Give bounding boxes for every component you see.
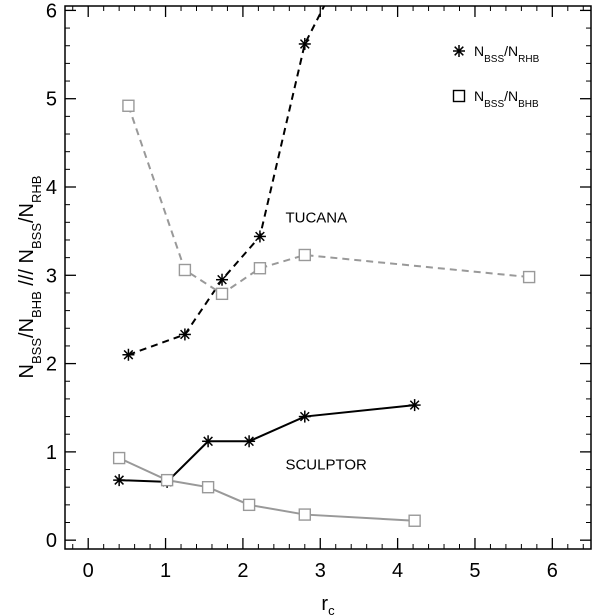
series-line-tucana-square — [127, 105, 530, 296]
data-point-square — [408, 514, 421, 527]
subscript: RHB — [29, 176, 44, 203]
data-point-asterisk — [243, 435, 256, 448]
y-tick-label: 0 — [46, 530, 57, 552]
legend-label: NBSS/NBHB — [474, 88, 539, 110]
x-tick-label: 6 — [547, 560, 558, 582]
x-tick-label: 5 — [469, 560, 480, 582]
y-tick-label: 5 — [46, 89, 57, 111]
label-text: N — [474, 88, 484, 104]
label-text: N — [474, 43, 484, 59]
y-tick-label: 2 — [46, 354, 57, 376]
x-tick-label: 1 — [160, 560, 171, 582]
data-point-asterisk — [202, 435, 215, 448]
x-axis-label-sub: c — [328, 603, 335, 616]
subscript: BSS — [29, 223, 44, 249]
annotations: TUCANA SCULPTOR — [285, 209, 367, 473]
label-text: /N — [504, 88, 518, 104]
series-line-sculptor-square — [118, 457, 415, 522]
data-point-square — [298, 248, 311, 262]
data-point-square — [160, 473, 174, 487]
plot-frame — [64, 5, 592, 550]
data-point-asterisk — [122, 348, 135, 361]
data-point-square — [522, 270, 536, 284]
label-text: N — [16, 364, 38, 378]
series-line-sculptor-asterisk — [119, 404, 415, 483]
series-markers — [112, 37, 536, 527]
data-point-square — [201, 480, 215, 494]
subscript: BSS — [484, 54, 504, 65]
data-point-asterisk — [298, 37, 311, 50]
x-axis-label-main: r — [321, 593, 328, 615]
subscript: BHB — [518, 99, 539, 110]
x-tick-label: 2 — [237, 560, 248, 582]
subscript: BHB — [29, 291, 44, 318]
series-line-tucana-asterisk — [128, 6, 326, 356]
y-tick-label: 6 — [46, 0, 57, 22]
data-point-asterisk — [216, 273, 229, 286]
x-axis-label: rc — [321, 593, 335, 616]
axis-ticks — [65, 6, 591, 549]
data-point-square — [242, 498, 256, 512]
data-point-asterisk — [253, 230, 266, 243]
label-text: /N — [16, 203, 38, 223]
data-point-asterisk — [298, 410, 311, 423]
y-axis-label: NBSS/NBHB /// NBSS/NRHB — [16, 176, 44, 379]
data-point-square — [122, 99, 135, 112]
x-tick-label: 0 — [83, 560, 94, 582]
subscript: BSS — [484, 99, 504, 110]
data-point-asterisk — [113, 474, 126, 487]
subscript: BSS — [29, 338, 44, 364]
data-point-square — [298, 508, 311, 521]
annotation-sculptor: SCULPTOR — [285, 457, 367, 474]
legend-marker-asterisk — [453, 45, 465, 57]
y-tick-label: 4 — [46, 177, 57, 199]
data-point-asterisk — [408, 399, 421, 412]
legend-marker-square — [452, 89, 466, 103]
data-point-square — [112, 451, 126, 465]
label-text: N — [16, 249, 38, 263]
legend-label: NBSS/NRHB — [474, 43, 540, 65]
label-text: /N — [504, 43, 518, 59]
label-text: /N — [16, 318, 38, 338]
y-tick-label: 1 — [46, 442, 57, 464]
x-tick-label: 4 — [392, 560, 403, 582]
series-lines — [118, 6, 530, 522]
data-point-square — [253, 262, 267, 275]
label-text: /// — [16, 263, 38, 291]
x-tick-label: 3 — [315, 560, 326, 582]
data-point-square — [215, 287, 229, 301]
y-tick-label: 3 — [46, 265, 57, 287]
axis-tick-labels: 0 1 2 3 4 5 6 0 1 2 3 4 5 6 — [46, 0, 558, 582]
data-point-asterisk — [178, 328, 191, 341]
data-point-square — [178, 263, 192, 277]
annotation-tucana: TUCANA — [285, 209, 347, 226]
subscript: RHB — [518, 54, 539, 65]
